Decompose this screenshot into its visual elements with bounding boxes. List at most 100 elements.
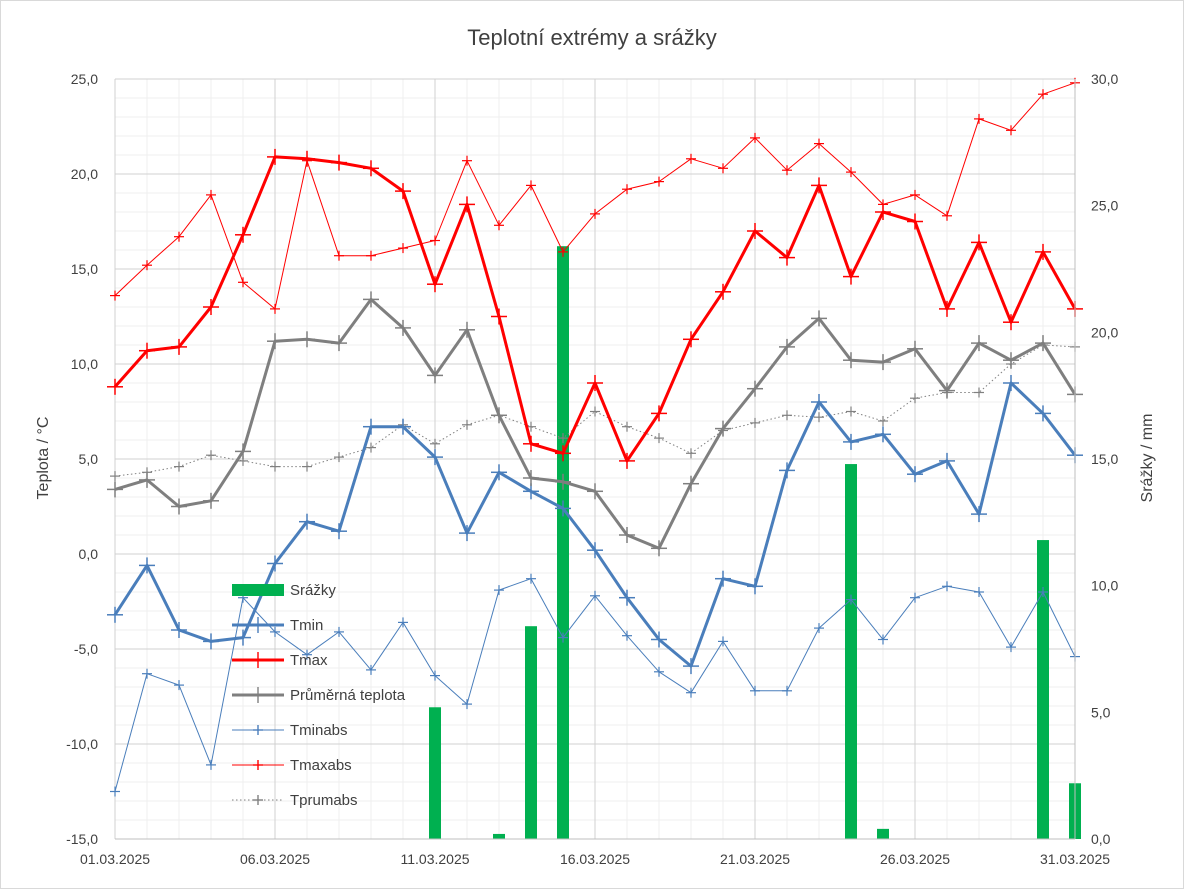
data-point-marker	[747, 380, 763, 397]
data-point-marker	[558, 246, 568, 257]
data-point-marker	[622, 184, 632, 195]
data-point-marker	[939, 300, 955, 317]
data-point-marker	[750, 685, 760, 696]
data-point-marker	[939, 452, 955, 469]
legend-item: Tmin	[232, 617, 323, 634]
data-point-marker	[654, 433, 664, 444]
data-point-marker	[651, 631, 667, 648]
precipitation-bars	[429, 246, 1081, 839]
data-point-marker	[267, 148, 283, 165]
data-point-marker	[814, 138, 824, 149]
data-point-marker	[619, 589, 635, 606]
data-point-marker	[779, 338, 795, 355]
data-point-marker	[750, 132, 760, 143]
data-point-marker	[334, 250, 344, 261]
data-point-marker	[558, 433, 568, 444]
legend: Srážky Tmin Tmax Průměrná teplota Tminabs Tma…	[232, 582, 406, 809]
x-tick-label: 26.03.2025	[880, 851, 950, 867]
data-point-marker	[875, 426, 891, 443]
data-point-marker	[462, 699, 472, 710]
data-point-marker	[395, 319, 411, 336]
y-tick-label: -10,0	[66, 736, 98, 752]
data-point-marker	[110, 471, 120, 482]
precipitation-bar	[525, 626, 537, 839]
left-axis-tick-labels: -15,0 -10,0 -5,0 0,0 5,0 10,0 15,0 20,0 25,0	[66, 71, 98, 847]
data-point-marker	[270, 461, 280, 472]
y2-tick-label: 10,0	[1091, 578, 1118, 594]
data-point-marker	[459, 525, 475, 542]
data-point-marker	[587, 375, 603, 391]
data-point-marker	[110, 290, 120, 301]
legend-item: Tmaxabs	[232, 757, 352, 774]
legend-label: Průměrná teplota	[290, 687, 406, 704]
precipitation-bar	[845, 464, 857, 839]
legend-label: Tminabs	[290, 722, 348, 739]
data-point-marker	[174, 680, 184, 691]
data-point-marker	[366, 442, 376, 453]
data-point-marker	[334, 626, 344, 637]
data-point-marker	[203, 299, 219, 315]
legend-label: Srážky	[290, 582, 336, 599]
data-point-marker	[619, 527, 635, 543]
data-point-marker	[203, 492, 219, 509]
data-point-marker	[875, 354, 891, 371]
data-point-marker	[590, 590, 600, 601]
y2-tick-label: 15,0	[1091, 451, 1118, 467]
data-point-marker	[270, 303, 280, 314]
data-point-marker	[974, 113, 984, 124]
data-point-marker	[779, 249, 795, 266]
data-point-marker	[139, 471, 155, 488]
data-point-marker	[590, 406, 600, 417]
data-point-marker	[302, 461, 312, 472]
data-point-marker	[139, 557, 155, 574]
x-tick-label: 11.03.2025	[400, 851, 469, 867]
legend-item: Průměrná teplota	[232, 687, 406, 704]
y-tick-label: 25,0	[71, 71, 98, 87]
data-point-marker	[558, 632, 568, 643]
data-point-marker	[715, 283, 731, 300]
right-axis-tick-labels: 0,0 5,0 10,0 15,0 20,0 25,0 30,0	[1091, 71, 1118, 847]
data-point-marker	[782, 165, 792, 176]
data-point-marker	[171, 498, 187, 515]
legend-item: Srážky	[232, 582, 336, 599]
data-point-marker	[974, 387, 984, 398]
data-point-marker	[299, 331, 315, 348]
data-point-marker	[619, 452, 635, 469]
data-point-marker	[910, 189, 920, 200]
precipitation-bar	[557, 246, 569, 839]
data-point-marker	[686, 153, 696, 164]
data-point-marker	[555, 500, 571, 517]
data-point-marker	[523, 470, 539, 486]
data-point-marker	[587, 483, 603, 500]
x-axis-tick-labels: 01.03.2025 06.03.2025 11.03.2025 16.03.2025…	[80, 851, 1110, 867]
data-point-marker	[907, 466, 923, 483]
data-point-marker	[299, 150, 315, 167]
data-point-marker	[878, 416, 888, 426]
data-point-marker	[683, 331, 699, 348]
data-point-marker	[555, 445, 571, 462]
precipitation-bar	[429, 707, 441, 839]
data-point-marker	[843, 433, 859, 450]
data-point-marker	[331, 335, 347, 352]
data-point-marker	[654, 176, 664, 187]
data-point-marker	[331, 154, 347, 171]
data-point-marker	[782, 685, 792, 696]
y2-tick-label: 5,0	[1091, 704, 1111, 720]
data-point-marker	[523, 435, 539, 452]
data-point-marker	[846, 406, 856, 417]
data-point-marker	[491, 464, 507, 481]
data-point-marker	[814, 412, 824, 423]
data-point-marker	[107, 378, 123, 395]
data-point-marker	[206, 189, 216, 200]
y-tick-label: 0,0	[79, 546, 99, 562]
data-point-marker	[686, 687, 696, 698]
data-point-marker	[494, 585, 504, 596]
y-tick-label: 20,0	[71, 166, 98, 182]
data-point-marker	[363, 418, 379, 435]
data-point-marker	[430, 438, 440, 449]
legend-item: Tmax	[232, 652, 328, 669]
data-point-marker	[939, 382, 955, 399]
data-point-marker	[235, 443, 251, 460]
data-point-marker	[491, 308, 507, 325]
data-point-marker	[171, 622, 187, 638]
